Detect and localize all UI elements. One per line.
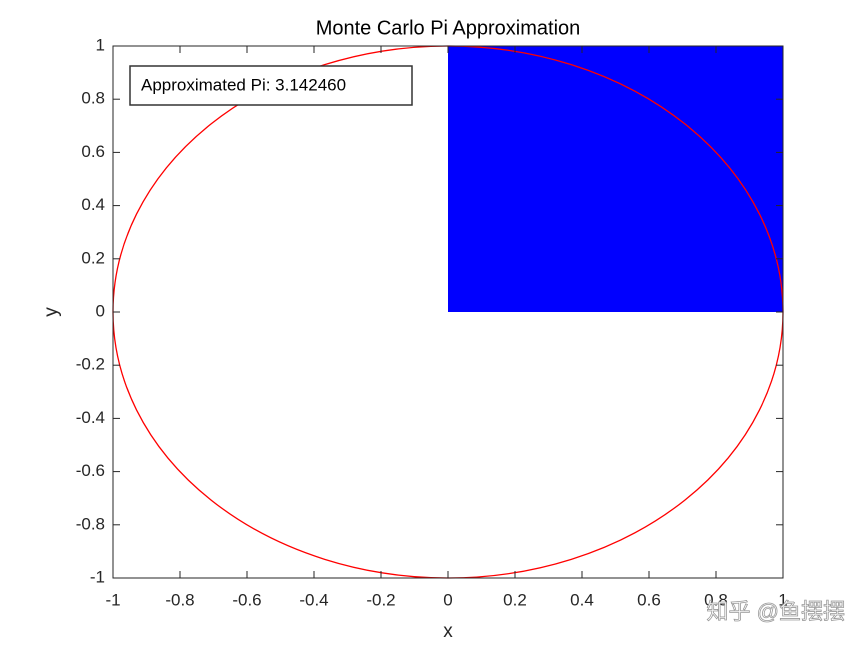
x-tick-label: -0.4	[299, 590, 328, 609]
annotation-box	[129, 65, 413, 106]
chart-title: Monte Carlo Pi Approximation	[316, 17, 581, 39]
y-tick-label: 0	[96, 301, 105, 320]
y-tick-label: 0.8	[81, 89, 105, 108]
y-tick-label: 0.2	[81, 248, 105, 267]
y-tick-label: 0.4	[81, 195, 105, 214]
x-tick-label: 0.4	[570, 590, 594, 609]
x-tick-label: 0.6	[637, 590, 661, 609]
y-tick-label: -0.6	[76, 461, 105, 480]
y-tick-label: -1	[90, 567, 105, 586]
watermark: 知乎 @鱼摆摆	[707, 599, 845, 624]
x-tick-label: -0.2	[366, 590, 395, 609]
y-tick-label: -0.4	[76, 408, 105, 427]
annotation: Approximated Pi: 3.142460	[141, 75, 346, 94]
x-tick-label: 0.8	[704, 590, 728, 609]
x-tick-label: 0	[443, 590, 452, 609]
y-tick-label: 0.6	[81, 142, 105, 161]
x-tick-label: 1	[778, 590, 787, 609]
y-tick-label: -0.8	[76, 514, 105, 533]
x-axis-label: x	[443, 621, 453, 642]
sample-points	[448, 46, 783, 312]
x-tick-label: -0.8	[165, 590, 194, 609]
y-tick-label: -0.2	[76, 355, 105, 374]
x-tick-label: -1	[105, 590, 120, 609]
y-axis-label: y	[41, 307, 62, 317]
x-tick-label: -0.6	[232, 590, 261, 609]
y-tick-label: 1	[96, 35, 105, 54]
x-tick-label: 0.2	[503, 590, 527, 609]
